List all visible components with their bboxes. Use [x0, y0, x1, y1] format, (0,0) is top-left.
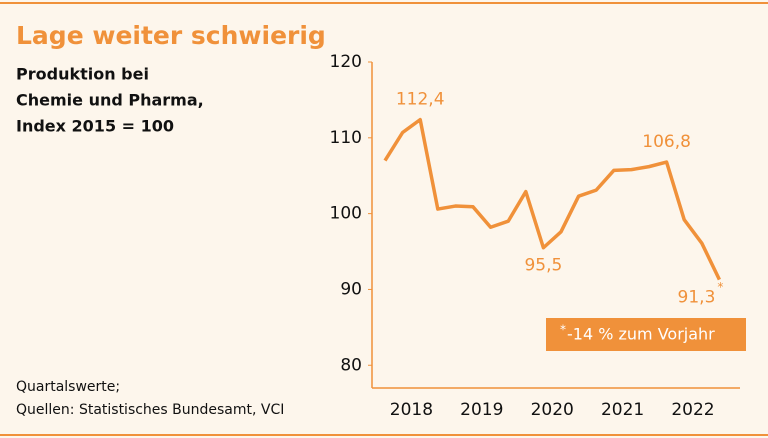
annotation: -14 % zum Vorjahr	[567, 325, 715, 344]
value-label: 95,5	[524, 256, 562, 276]
footnote: Quartalswerte;	[16, 379, 120, 395]
chart-title: Lage weiter schwierig	[16, 21, 326, 50]
y-tick-label: 100	[330, 204, 362, 224]
annotation-box	[546, 318, 746, 351]
line	[383, 117, 721, 281]
value-label-asterisk: *	[717, 280, 723, 294]
value-label: 91,3	[678, 288, 716, 308]
x-tick-label: 2020	[531, 400, 574, 420]
y-tick-label: 120	[330, 52, 362, 72]
y-tick-label: 90	[340, 279, 362, 299]
x-tick-label: 2018	[390, 400, 433, 420]
value-label: 112,4	[396, 90, 445, 110]
footnote: Quellen: Statistisches Bundesamt, VCI	[16, 402, 284, 418]
y-tick-label: 80	[340, 355, 362, 375]
value-label: 106,8	[642, 132, 691, 152]
annotation-asterisk: *	[560, 323, 566, 337]
subtitle: Produktion bei	[16, 65, 149, 84]
subtitle: Chemie und Pharma,	[16, 91, 204, 110]
x-tick-label: 2019	[460, 400, 503, 420]
x-tick-label: 2022	[671, 400, 714, 420]
subtitle: Index 2015 = 100	[16, 117, 174, 136]
x-tick-label: 2021	[601, 400, 644, 420]
y-tick-label: 110	[330, 128, 362, 148]
